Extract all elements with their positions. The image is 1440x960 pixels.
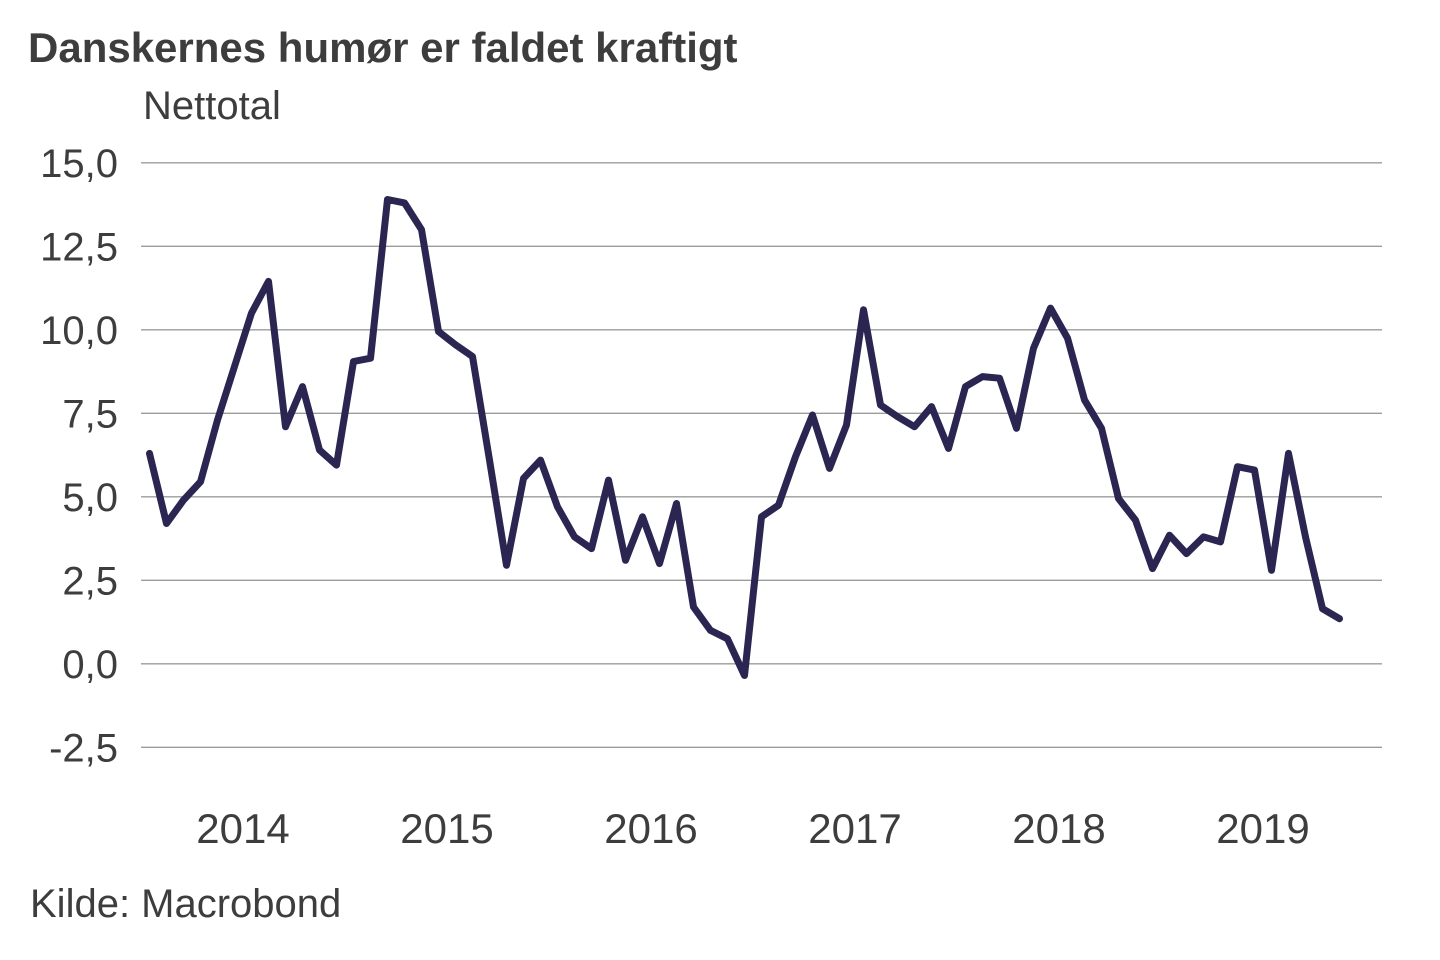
x-axis-tick-labels: 2014 2015 2016 2017 2018 2019 (196, 805, 1309, 852)
x-tick-label: 2014 (196, 805, 289, 852)
x-tick-label: 2018 (1012, 805, 1105, 852)
chart-title: Danskernes humør er faldet kraftigt (28, 24, 738, 71)
y-tick-label: 7,5 (62, 392, 118, 436)
y-tick-label: 12,5 (40, 225, 118, 269)
y-tick-label: 15,0 (40, 142, 118, 186)
series-line-nettotal (146, 196, 1343, 679)
y-tick-label: 5,0 (62, 476, 118, 520)
y-axis-tick-labels: 15,0 12,5 10,0 7,5 5,0 2,5 0,0 -2,5 (40, 142, 118, 770)
y-tick-label: 2,5 (62, 559, 118, 603)
x-tick-label: 2019 (1216, 805, 1309, 852)
y-axis-unit-label: Nettotal (143, 84, 281, 128)
y-tick-label: 10,0 (40, 309, 118, 353)
x-tick-label: 2017 (808, 805, 901, 852)
x-tick-label: 2016 (604, 805, 697, 852)
source-caption: Kilde: Macrobond (30, 882, 342, 926)
y-tick-label: -2,5 (49, 726, 118, 770)
gridlines (141, 162, 1382, 748)
y-tick-label: 0,0 (62, 643, 118, 687)
x-tick-label: 2015 (400, 805, 493, 852)
